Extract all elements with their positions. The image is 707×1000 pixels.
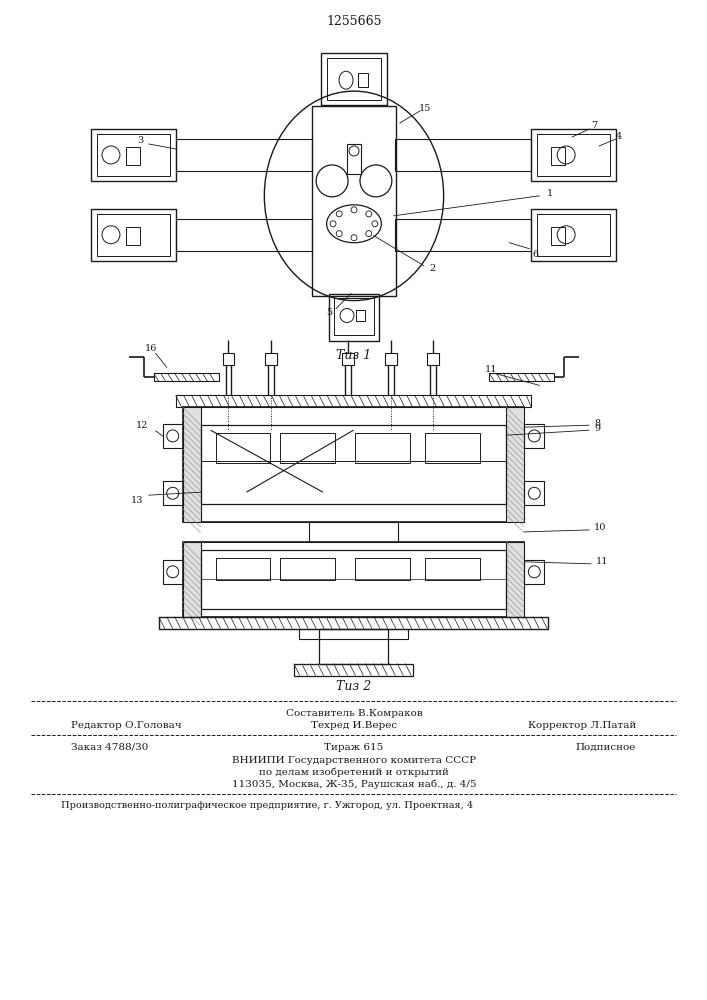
Bar xyxy=(427,353,438,365)
Text: 6: 6 xyxy=(532,250,538,259)
Bar xyxy=(321,53,387,105)
Text: Τиз 1: Τиз 1 xyxy=(337,349,372,362)
Bar xyxy=(551,147,565,165)
Bar xyxy=(182,542,525,617)
Bar xyxy=(347,144,361,174)
Bar xyxy=(126,147,140,165)
Bar xyxy=(334,298,374,335)
Bar xyxy=(176,219,312,251)
Bar xyxy=(91,209,176,261)
Text: 3: 3 xyxy=(138,136,144,145)
Bar xyxy=(154,373,218,381)
Text: 2: 2 xyxy=(430,264,436,273)
Bar xyxy=(525,424,544,448)
Bar xyxy=(319,629,388,664)
Text: Τиз 2: Τиз 2 xyxy=(337,680,372,693)
Text: 11: 11 xyxy=(485,365,498,374)
Text: Заказ 4788/30: Заказ 4788/30 xyxy=(71,743,148,752)
Bar xyxy=(395,139,531,171)
Bar xyxy=(97,134,170,176)
Text: Подписное: Подписное xyxy=(575,743,636,752)
Text: 1: 1 xyxy=(547,189,554,198)
Bar xyxy=(489,373,554,381)
Text: 8: 8 xyxy=(594,419,600,428)
Bar xyxy=(280,558,335,580)
Text: по делам изобретений и открытий: по делам изобретений и открытий xyxy=(259,767,449,777)
Bar xyxy=(163,424,182,448)
Bar xyxy=(312,106,396,296)
Bar xyxy=(537,134,610,176)
Text: Редактор О.Головач: Редактор О.Головач xyxy=(71,721,182,730)
Bar xyxy=(182,407,201,522)
Bar xyxy=(223,353,235,365)
Bar xyxy=(395,219,531,251)
Bar xyxy=(299,629,408,639)
Bar xyxy=(91,129,176,181)
Bar xyxy=(327,58,381,100)
Bar xyxy=(551,227,565,245)
Text: 9: 9 xyxy=(594,424,600,433)
Bar xyxy=(163,560,182,584)
Bar xyxy=(537,214,610,256)
Bar xyxy=(293,664,414,676)
Bar xyxy=(506,407,525,522)
Bar xyxy=(525,481,544,505)
Bar xyxy=(201,550,506,609)
Bar xyxy=(216,558,270,580)
Bar xyxy=(176,139,312,171)
Text: Производственно-полиграфическое предприятие, г. Ужгород, ул. Проектная, 4: Производственно-полиграфическое предприя… xyxy=(61,801,473,810)
Bar xyxy=(506,542,525,617)
Bar xyxy=(356,310,365,321)
Text: 11: 11 xyxy=(596,557,609,566)
Bar xyxy=(201,425,506,504)
Text: Тираж 615: Тираж 615 xyxy=(325,743,384,752)
Bar xyxy=(385,353,397,365)
Text: ВНИИПИ Государственного комитета СССР: ВНИИПИ Государственного комитета СССР xyxy=(232,756,476,765)
Text: 16: 16 xyxy=(145,344,157,353)
Bar xyxy=(159,617,548,629)
Bar xyxy=(525,560,544,584)
Bar xyxy=(182,407,525,522)
Bar xyxy=(265,353,277,365)
Bar xyxy=(176,395,531,407)
Bar xyxy=(531,129,616,181)
Bar xyxy=(355,433,410,463)
Text: 7: 7 xyxy=(591,121,597,130)
Bar xyxy=(97,214,170,256)
Text: 5: 5 xyxy=(326,308,332,317)
Bar xyxy=(531,209,616,261)
Text: 13: 13 xyxy=(130,496,143,505)
Text: 4: 4 xyxy=(616,132,622,141)
Bar xyxy=(182,542,201,617)
Text: Корректор Л.Патай: Корректор Л.Патай xyxy=(527,721,636,730)
Text: 12: 12 xyxy=(136,421,148,430)
Bar xyxy=(425,433,479,463)
Bar xyxy=(342,353,354,365)
Text: 10: 10 xyxy=(594,523,607,532)
Bar xyxy=(126,227,140,245)
Text: Составитель В.Комраков: Составитель В.Комраков xyxy=(286,709,422,718)
Bar xyxy=(280,433,335,463)
Bar xyxy=(425,558,479,580)
Text: Техред И.Верес: Техред И.Верес xyxy=(311,721,397,730)
Bar xyxy=(309,522,398,542)
Text: 1255665: 1255665 xyxy=(326,15,382,28)
Bar xyxy=(355,558,410,580)
Bar xyxy=(163,481,182,505)
Text: 15: 15 xyxy=(419,104,431,113)
Bar xyxy=(358,73,368,87)
Bar xyxy=(216,433,270,463)
Text: 113035, Москва, Ж-35, Раушская наб., д. 4/5: 113035, Москва, Ж-35, Раушская наб., д. … xyxy=(232,779,477,789)
Bar xyxy=(329,294,379,341)
